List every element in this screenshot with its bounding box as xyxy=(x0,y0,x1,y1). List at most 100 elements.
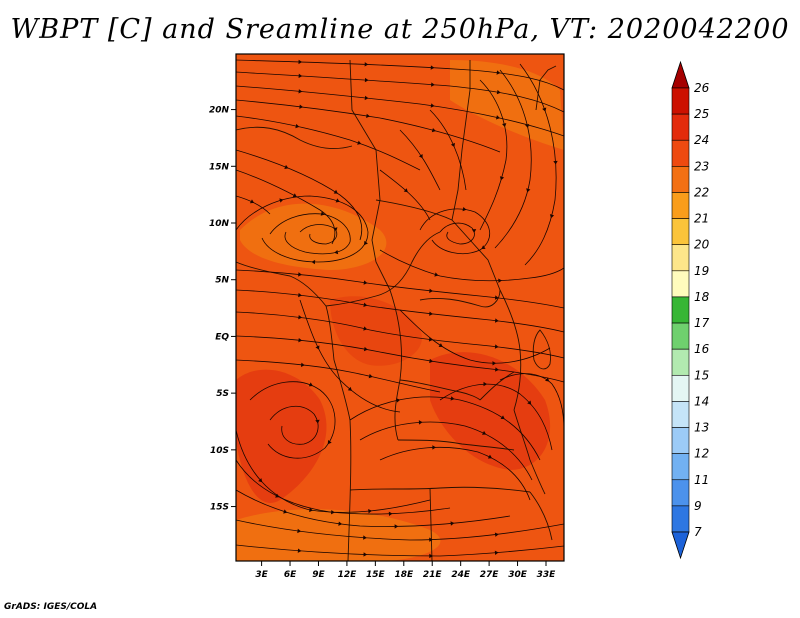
streamline-arrow xyxy=(363,280,368,285)
lon-tick-label: 15E xyxy=(366,570,386,580)
streamline-arrow xyxy=(311,259,316,265)
streamline-arrow xyxy=(364,77,369,83)
colorbar-label: 24 xyxy=(694,133,709,147)
lon-tick-label: 27E xyxy=(480,570,500,580)
longitude-axis: 3E 6E 9E 12E 15E 18E 21E 24E 27E 30E 33E xyxy=(255,561,556,580)
streamline-arrow xyxy=(300,362,305,367)
streamline-arrow xyxy=(297,548,302,553)
streamline-arrow xyxy=(364,62,369,67)
lat-tick-label: 5N xyxy=(215,276,229,286)
colorbar-swatch xyxy=(671,139,690,167)
lat-tick-label: 20N xyxy=(209,106,230,116)
streamline-arrow xyxy=(429,288,433,293)
colorbar-swatch xyxy=(671,427,690,454)
streamline-arrow xyxy=(298,73,303,79)
colorbar-label: 18 xyxy=(694,290,710,304)
colorbar-swatch xyxy=(671,270,690,298)
lat-tick-label: 15S xyxy=(210,503,229,513)
colorbar-swatch xyxy=(671,166,690,193)
streamline-arrow xyxy=(429,358,434,364)
lon-tick-label: 30E xyxy=(508,570,528,580)
streamline-arrow xyxy=(471,229,477,233)
lon-tick-label: 21E xyxy=(423,570,443,580)
colorbar-swatch xyxy=(671,244,690,272)
streamline-arrow xyxy=(428,337,433,342)
streamline-arrow xyxy=(542,107,547,112)
colorbar-label: 7 xyxy=(694,525,702,539)
lat-tick-label: 10N xyxy=(209,219,230,229)
streamline-arrow xyxy=(357,140,362,145)
colorbar-swatch xyxy=(671,348,690,376)
lat-tick-label: 15N xyxy=(209,162,230,172)
streamlines xyxy=(236,59,564,557)
streamline-arrow xyxy=(450,396,455,401)
streamline-arrow xyxy=(430,103,435,108)
streamline-arrow xyxy=(553,160,558,165)
field-patch-cool-north xyxy=(240,203,387,270)
streamline-arrow xyxy=(524,124,530,128)
streamline-arrow xyxy=(450,142,455,148)
streamline-arrow xyxy=(275,493,280,498)
streamline-arrow xyxy=(527,400,532,405)
streamline-arrow xyxy=(298,272,302,277)
streamline-arrow xyxy=(418,420,423,425)
colorbar-swatch xyxy=(671,505,690,533)
streamline-arrow xyxy=(338,521,343,526)
colorbar: 26 25 24 23 22 21 20 19 18 17 16 15 14 13 12 11 9 7 xyxy=(671,60,710,560)
streamline-arrow xyxy=(502,123,507,128)
colorbar-label: 15 xyxy=(694,368,709,382)
colorbar-label: 17 xyxy=(694,316,710,330)
streamline-arrow xyxy=(327,440,332,445)
streamline-arrow xyxy=(368,373,373,379)
streamline-arrow xyxy=(431,127,436,133)
colorbar-label: 25 xyxy=(694,107,709,121)
streamline-arrow xyxy=(320,211,325,216)
colorbar-swatch xyxy=(671,401,690,428)
streamline-arrow xyxy=(333,189,338,194)
streamline-arrow xyxy=(492,361,497,366)
colorbar-label: 23 xyxy=(694,159,709,173)
field-patch-warm-west xyxy=(236,369,327,503)
colorbar-swatch xyxy=(671,322,690,350)
streamline-arrow xyxy=(430,65,435,70)
streamline-arrow xyxy=(482,430,487,435)
streamline-arrow xyxy=(283,509,288,514)
streamline-arrow xyxy=(334,249,339,255)
lon-tick-label: 3E xyxy=(255,570,268,580)
streamline-arrow xyxy=(494,295,499,300)
streamline-arrow xyxy=(298,59,303,65)
streamline-arrow xyxy=(481,245,486,250)
streamline-arrow xyxy=(315,345,320,350)
streamline-arrow xyxy=(298,292,302,298)
streamline-arrow xyxy=(429,311,433,316)
streamline-arrow xyxy=(363,326,368,331)
streamline-arrow xyxy=(363,302,368,307)
colorbar-label: 20 xyxy=(694,238,710,252)
streamline-arrow xyxy=(494,550,499,556)
streamline-arrow xyxy=(462,206,467,212)
colorbar-label: 13 xyxy=(694,421,709,435)
streamline-arrow xyxy=(438,343,443,347)
colorbar-label: 22 xyxy=(694,185,709,199)
streamline-arrow xyxy=(396,398,401,403)
colorbar-bottom-arrow xyxy=(671,531,690,560)
streamline-arrow xyxy=(368,509,372,514)
streamline-arrow xyxy=(315,419,320,424)
grads-credit: GrADS: IGES/COLA xyxy=(4,602,98,612)
streamline-arrow xyxy=(418,154,423,159)
lat-tick-label: 10S xyxy=(210,446,229,456)
lat-tick-label: EQ xyxy=(215,332,229,342)
streamline-arrow xyxy=(403,188,408,193)
latitude-axis: 20N 15N 10N 5N EQ 5S 10S 15S xyxy=(209,106,236,513)
map-title: WBPT [C] and Sreamline at 250hPa, VT: 20… xyxy=(10,14,790,45)
streamline-arrow xyxy=(429,537,433,542)
colorbar-label: 12 xyxy=(694,447,709,461)
colorbar-swatch xyxy=(671,87,690,115)
streamline-arrow xyxy=(335,198,340,203)
colorbar-swatch xyxy=(671,374,690,402)
lat-tick-label: 5S xyxy=(216,389,229,399)
wbpt-field xyxy=(236,54,564,561)
streamline-arrow xyxy=(549,214,555,219)
streamline-arrow xyxy=(333,227,338,232)
